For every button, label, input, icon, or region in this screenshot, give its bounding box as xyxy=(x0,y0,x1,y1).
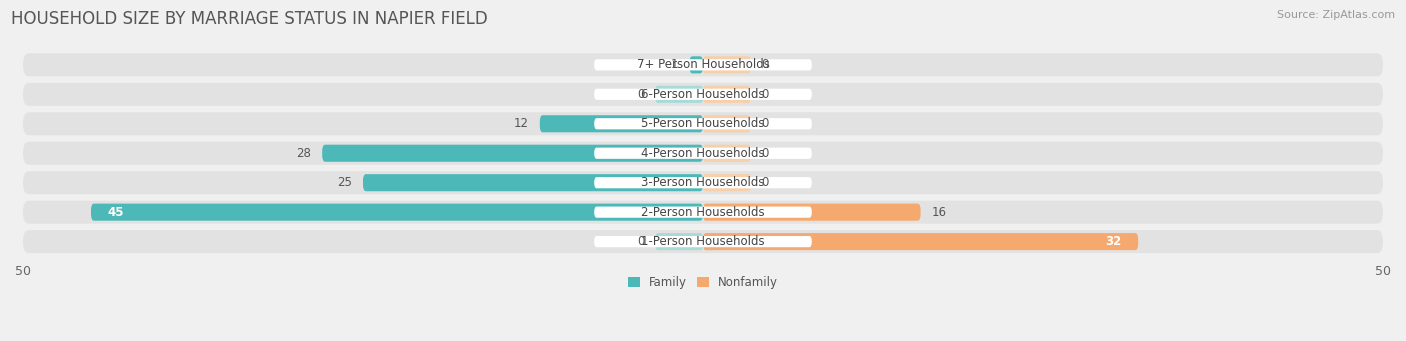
FancyBboxPatch shape xyxy=(595,148,811,159)
Text: 0: 0 xyxy=(762,88,769,101)
FancyBboxPatch shape xyxy=(91,204,703,221)
FancyBboxPatch shape xyxy=(703,174,751,191)
Text: 0: 0 xyxy=(637,88,644,101)
FancyBboxPatch shape xyxy=(689,56,703,73)
Text: 1: 1 xyxy=(671,58,679,71)
Text: 0: 0 xyxy=(637,235,644,248)
Text: Source: ZipAtlas.com: Source: ZipAtlas.com xyxy=(1277,10,1395,20)
Text: 1-Person Households: 1-Person Households xyxy=(641,235,765,248)
FancyBboxPatch shape xyxy=(595,89,811,100)
Text: 45: 45 xyxy=(107,206,124,219)
FancyBboxPatch shape xyxy=(22,171,1384,194)
FancyBboxPatch shape xyxy=(703,86,751,103)
FancyBboxPatch shape xyxy=(22,230,1384,253)
Text: HOUSEHOLD SIZE BY MARRIAGE STATUS IN NAPIER FIELD: HOUSEHOLD SIZE BY MARRIAGE STATUS IN NAP… xyxy=(11,10,488,28)
Text: 25: 25 xyxy=(337,176,352,189)
FancyBboxPatch shape xyxy=(363,174,703,191)
Text: 0: 0 xyxy=(762,147,769,160)
FancyBboxPatch shape xyxy=(22,53,1384,76)
FancyBboxPatch shape xyxy=(703,204,921,221)
FancyBboxPatch shape xyxy=(655,233,703,250)
Text: 0: 0 xyxy=(762,117,769,130)
FancyBboxPatch shape xyxy=(703,233,1139,250)
Text: 12: 12 xyxy=(515,117,529,130)
FancyBboxPatch shape xyxy=(703,56,751,73)
FancyBboxPatch shape xyxy=(595,236,811,247)
FancyBboxPatch shape xyxy=(595,59,811,71)
Text: 5-Person Households: 5-Person Households xyxy=(641,117,765,130)
Text: 0: 0 xyxy=(762,58,769,71)
Legend: Family, Nonfamily: Family, Nonfamily xyxy=(623,271,783,294)
Text: 0: 0 xyxy=(762,176,769,189)
Text: 3-Person Households: 3-Person Households xyxy=(641,176,765,189)
FancyBboxPatch shape xyxy=(703,145,751,162)
Text: 7+ Person Households: 7+ Person Households xyxy=(637,58,769,71)
Text: 16: 16 xyxy=(932,206,946,219)
FancyBboxPatch shape xyxy=(322,145,703,162)
FancyBboxPatch shape xyxy=(22,142,1384,165)
FancyBboxPatch shape xyxy=(540,115,703,132)
FancyBboxPatch shape xyxy=(595,177,811,188)
FancyBboxPatch shape xyxy=(22,112,1384,135)
FancyBboxPatch shape xyxy=(595,207,811,218)
Text: 4-Person Households: 4-Person Households xyxy=(641,147,765,160)
FancyBboxPatch shape xyxy=(703,115,751,132)
Text: 28: 28 xyxy=(297,147,311,160)
FancyBboxPatch shape xyxy=(655,86,703,103)
FancyBboxPatch shape xyxy=(22,201,1384,224)
FancyBboxPatch shape xyxy=(22,83,1384,106)
FancyBboxPatch shape xyxy=(595,118,811,129)
Text: 6-Person Households: 6-Person Households xyxy=(641,88,765,101)
Text: 32: 32 xyxy=(1105,235,1122,248)
Text: 2-Person Households: 2-Person Households xyxy=(641,206,765,219)
